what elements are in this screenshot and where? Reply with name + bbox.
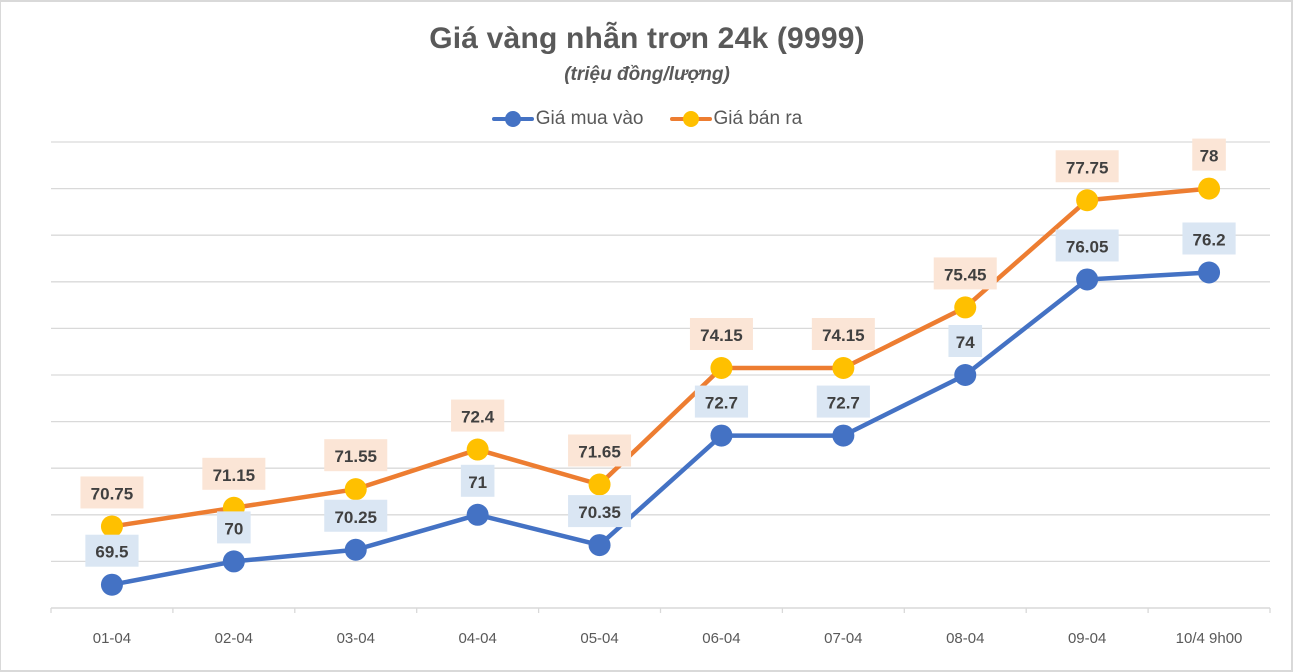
- data-label: 78: [1200, 147, 1219, 166]
- data-point-marker[interactable]: [1076, 189, 1099, 212]
- data-point-marker[interactable]: [1076, 268, 1099, 291]
- data-label: 70.25: [334, 508, 377, 527]
- data-label-box: [451, 399, 505, 432]
- chart-title: Giá vàng nhẫn trơn 24k (9999): [429, 22, 865, 55]
- data-label-box: [689, 318, 753, 351]
- data-point-marker[interactable]: [222, 550, 245, 573]
- data-point-marker[interactable]: [344, 538, 367, 561]
- legend-label: Giá mua vào: [535, 108, 644, 129]
- data-label-box: [1182, 222, 1236, 255]
- x-tick-label: 10/4 9h00: [1176, 630, 1243, 647]
- chart-legend: Giá mua vào Giá bán ra: [0, 108, 1294, 130]
- data-label: 74: [956, 333, 975, 352]
- data-label-box: [1192, 138, 1226, 171]
- data-point-marker[interactable]: [100, 573, 123, 596]
- data-label-box: [816, 385, 870, 418]
- legend-item-sell[interactable]: Giá bán ra: [669, 108, 803, 130]
- legend-line-marker-icon: [669, 111, 712, 127]
- data-label: 72.4: [461, 408, 495, 427]
- x-tick-label: 03-04: [337, 630, 375, 647]
- data-label: 74.15: [700, 326, 743, 345]
- data-label-box: [324, 439, 388, 472]
- data-point-marker[interactable]: [832, 357, 855, 380]
- data-label-box: [568, 495, 632, 528]
- data-label-box: [80, 476, 144, 509]
- x-tick-label: 09-04: [1068, 630, 1106, 647]
- x-tick-label: 04-04: [458, 630, 496, 647]
- data-point-marker[interactable]: [954, 364, 977, 386]
- data-point-marker[interactable]: [588, 534, 611, 557]
- data-label: 75.45: [944, 265, 987, 284]
- data-label: 69.5: [95, 543, 128, 562]
- data-label-box: [811, 318, 875, 351]
- data-label-box: [694, 385, 749, 418]
- data-point-marker[interactable]: [466, 503, 489, 526]
- data-point-marker[interactable]: [100, 515, 123, 538]
- legend-line-marker-icon: [491, 111, 534, 127]
- x-tick-label: 01-04: [93, 630, 131, 647]
- data-label: 77.75: [1066, 158, 1109, 177]
- data-label-box: [948, 325, 983, 357]
- legend-label: Giá bán ra: [713, 108, 803, 129]
- data-point-marker[interactable]: [466, 438, 489, 461]
- data-point-marker[interactable]: [710, 424, 733, 447]
- data-label-box: [1055, 229, 1119, 262]
- legend-item-buy[interactable]: Giá mua vào: [491, 108, 644, 130]
- data-label: 76.2: [1193, 230, 1226, 249]
- data-labels: 69.5 70 70.25 71 70.35 72.7 72.7 74 76.05 76.2 70.…: [80, 138, 1236, 567]
- x-tick-label: 08-04: [946, 630, 984, 647]
- data-label-box: [202, 457, 266, 490]
- data-point-marker[interactable]: [954, 296, 977, 319]
- data-label-box: [85, 534, 139, 567]
- data-point-marker[interactable]: [710, 357, 733, 380]
- data-point-marker[interactable]: [588, 473, 611, 496]
- x-axis: 01-04 02-04 03-04 04-04 05-04 06-04 07-04 08-04…: [50, 607, 1271, 647]
- data-label: 71: [468, 473, 487, 492]
- data-label-box: [1055, 150, 1119, 183]
- data-label: 71.15: [213, 466, 256, 485]
- chart-subtitle: (triệu đồng/lượng): [564, 64, 730, 85]
- data-label: 74.15: [822, 326, 865, 345]
- series-lines: [100, 177, 1221, 596]
- series-line: [111, 270, 1210, 587]
- x-tick-label: 06-04: [702, 630, 740, 647]
- data-label: 70: [224, 519, 243, 538]
- data-point-marker[interactable]: [1198, 261, 1221, 284]
- data-point-marker[interactable]: [832, 424, 855, 447]
- data-label: 71.65: [578, 443, 621, 462]
- data-label-box: [568, 434, 632, 467]
- data-label: 72.7: [827, 394, 860, 413]
- data-point-marker[interactable]: [1198, 177, 1221, 200]
- x-tick-label: 02-04: [215, 630, 253, 647]
- data-label: 72.7: [705, 394, 738, 413]
- data-label: 70.35: [578, 503, 621, 522]
- data-label-box: [324, 499, 388, 532]
- data-label: 76.05: [1066, 237, 1109, 256]
- data-point-marker[interactable]: [344, 478, 367, 501]
- data-label-box: [217, 511, 251, 544]
- x-tick-label: 05-04: [580, 630, 618, 647]
- x-tick-label: 07-04: [824, 630, 862, 647]
- legend-marker: [682, 111, 699, 127]
- series-line: [111, 186, 1210, 529]
- data-label: 70.75: [91, 484, 134, 503]
- data-label-box: [460, 464, 495, 497]
- data-label-box: [933, 257, 997, 290]
- legend-marker: [504, 111, 521, 127]
- data-label: 71.55: [334, 447, 377, 466]
